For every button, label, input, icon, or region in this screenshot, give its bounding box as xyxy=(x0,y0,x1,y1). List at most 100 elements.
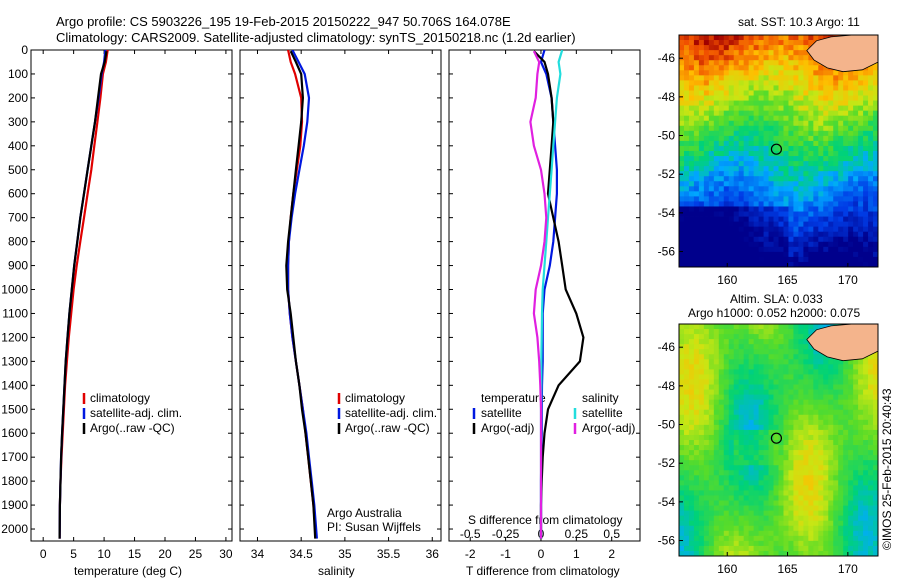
depth-tick-label: 1200 xyxy=(1,330,28,344)
sla_map-ytick-label: -54 xyxy=(658,495,676,509)
legend-swatches xyxy=(82,393,577,434)
diff-legend-sal-satellite: satellite xyxy=(582,406,623,420)
differences-s-tick-label: 0.25 xyxy=(565,527,589,541)
salinity-series-argo-raw-qc xyxy=(285,50,317,539)
salinity-xtick-label: 34.5 xyxy=(289,547,313,561)
differences-s-tick-label: -0.25 xyxy=(492,527,520,541)
temperature-series-climatology xyxy=(58,50,109,539)
depth-tick-label: 2000 xyxy=(1,522,28,536)
temperature-series-argo-raw-qc xyxy=(58,51,108,539)
depth-tick-label: 1500 xyxy=(1,402,28,416)
sal-legend-argo: Argo(..raw -QC) xyxy=(345,421,430,435)
salinity-xlabel: salinity xyxy=(318,564,355,578)
sla_map-ytick-label: -50 xyxy=(658,418,676,432)
differences-xtick-label: 2 xyxy=(608,547,615,561)
temperature-xtick-label: 10 xyxy=(97,547,111,561)
salinity-xtick-label: 34 xyxy=(251,547,265,561)
sla_map-argo-marker xyxy=(770,432,783,444)
temperature-xtick-label: 5 xyxy=(70,547,77,561)
differences-xtick-label: 0 xyxy=(538,547,545,561)
sst_map-ytick-label: -54 xyxy=(658,206,676,220)
depth-tick-label: 700 xyxy=(8,211,28,225)
sst_map-argo-marker xyxy=(770,143,783,155)
depth-tick-label: 500 xyxy=(8,163,28,177)
sla_map-frame xyxy=(678,323,879,557)
salinity-xtick-label: 35 xyxy=(338,547,352,561)
differences-xtick-label: 1 xyxy=(573,547,580,561)
temperature-xlabel: temperature (deg C) xyxy=(74,564,183,578)
sst-map-title: sat. SST: 10.3 Argo: 11 xyxy=(738,15,860,29)
sla_map: 160 165 170 -46 -48 -50 -52 -54 -56 xyxy=(658,323,879,576)
credit-pi: PI: Susan Wijffels xyxy=(327,520,421,534)
depth-tick-label: 100 xyxy=(8,67,28,81)
diff-legend-temp-title: temperature xyxy=(481,391,546,405)
temperature-axes-frame xyxy=(30,49,233,542)
sst_map: 160 165 170 -46 -48 -50 -52 -54 -56 xyxy=(658,34,879,287)
sst_map-ytick-label: -52 xyxy=(658,167,676,181)
sst_map-xtick-label: 170 xyxy=(838,273,858,287)
sst_map-raster xyxy=(679,35,879,268)
temperature-series-satellite-adj-clim xyxy=(58,50,107,539)
sla-map-title: Altim. SLA: 0.033 xyxy=(730,292,823,306)
differences-series-salinity-argo-adj xyxy=(529,50,548,539)
sla_map-xtick-label: 160 xyxy=(717,562,737,576)
map-layers: 160 165 170 -46 -48 -50 -52 -54 -56 160 165 170 -46 -… xyxy=(658,34,879,576)
credit-owner: Argo Australia xyxy=(327,506,402,520)
differences-panel: -2 -1 0 1 2-0.5 -0.25 0 0.25 0.5 xyxy=(448,49,641,561)
differences-s-tick-label: -0.5 xyxy=(460,527,481,541)
depth-tick-label: 400 xyxy=(8,139,28,153)
sst_map-frame xyxy=(678,34,879,268)
depth-tick-label: 1000 xyxy=(1,283,28,297)
salinity-panel: 34 34.5 35 35.5 36 xyxy=(239,49,442,561)
salinity-xtick-label: 36 xyxy=(426,547,440,561)
depth-tick-label: 1900 xyxy=(1,498,28,512)
differences-xtick-label: -1 xyxy=(500,547,511,561)
sal-legend-climatology: climatology xyxy=(345,391,406,405)
temperature-xtick-label: 30 xyxy=(219,547,233,561)
figure-title-line2: Climatology: CARS2009. Satellite-adjuste… xyxy=(56,30,576,45)
diff-top-xlabel: S difference from climatology xyxy=(468,513,623,527)
sst_map-ytick-label: -48 xyxy=(658,90,676,104)
sla-map-subtitle: Argo h1000: 0.052 h2000: 0.075 xyxy=(688,306,861,320)
depth-tick-label: 900 xyxy=(8,259,28,273)
sal-legend-satellite: satellite-adj. clim. xyxy=(345,406,438,420)
sst_map-ytick-label: -56 xyxy=(658,245,676,259)
temperature-xtick-label: 25 xyxy=(189,547,203,561)
profile-plots: 0 5 10 15 20 25 300100200300400500600700800900… xyxy=(1,43,641,561)
sst_map-ytick-label: -46 xyxy=(658,51,676,65)
depth-tick-label: 1300 xyxy=(1,354,28,368)
depth-tick-label: 800 xyxy=(8,235,28,249)
diff-xlabel: T difference from climatology xyxy=(466,564,620,578)
sla_map-ytick-label: -52 xyxy=(658,456,676,470)
salinity-axes-frame xyxy=(239,49,442,542)
figure-title-line1: Argo profile: CS 5903226_195 19-Feb-2015… xyxy=(56,14,511,29)
temperature-xtick-label: 15 xyxy=(128,547,142,561)
depth-tick-label: 200 xyxy=(8,91,28,105)
depth-tick-label: 0 xyxy=(21,43,28,57)
sst_map-xtick-label: 160 xyxy=(717,273,737,287)
depth-tick-label: 300 xyxy=(8,115,28,129)
diff-legend-temp-satellite: satellite xyxy=(481,406,522,420)
sst_map-ytick-label: -50 xyxy=(658,129,676,143)
sla_map-ytick-label: -46 xyxy=(658,340,676,354)
temp-legend-climatology: climatology xyxy=(90,391,151,405)
sla_map-xtick-label: 165 xyxy=(778,562,798,576)
temperature-xtick-label: 20 xyxy=(158,547,172,561)
temperature-panel: 0 5 10 15 20 25 300100200300400500600700800900… xyxy=(1,43,233,561)
sla_map-ytick-label: -56 xyxy=(658,534,676,548)
salinity-xtick-label: 35.5 xyxy=(377,547,401,561)
differences-series-temperature-argo-adj xyxy=(533,50,585,539)
temp-legend-satellite: satellite-adj. clim. xyxy=(90,406,183,420)
differences-xtick-label: -2 xyxy=(465,547,476,561)
temp-legend-argo: Argo(..raw -QC) xyxy=(90,421,175,435)
depth-tick-label: 1800 xyxy=(1,474,28,488)
sla_map-ytick-label: -48 xyxy=(658,379,676,393)
temperature-xtick-label: 0 xyxy=(40,547,47,561)
depth-tick-label: 1700 xyxy=(1,450,28,464)
depth-tick-label: 600 xyxy=(8,187,28,201)
sla_map-xtick-label: 170 xyxy=(838,562,858,576)
differences-s-tick-label: 0.5 xyxy=(603,527,620,541)
depth-tick-label: 1100 xyxy=(2,306,28,320)
diff-legend-sal-argo: Argo(-adj) xyxy=(582,421,636,435)
